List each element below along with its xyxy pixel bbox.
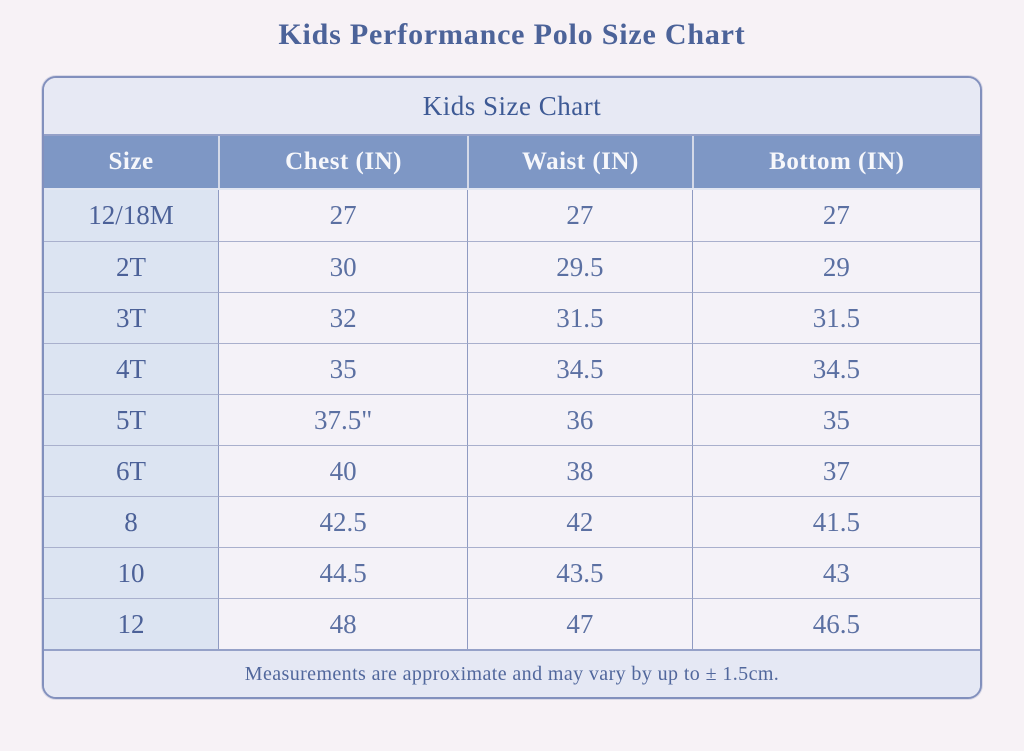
- column-header-chest: Chest (IN): [218, 136, 467, 188]
- size-cell: 12/18M: [44, 190, 219, 241]
- table-row: 2T 30 29.5 29: [44, 241, 980, 292]
- size-chart-table: Kids Size Chart Size Chest (IN) Waist (I…: [42, 76, 982, 699]
- chest-cell: 42.5: [218, 496, 468, 547]
- chest-cell: 44.5: [218, 547, 468, 598]
- waist-cell: 47: [467, 598, 692, 649]
- size-cell: 8: [44, 496, 219, 547]
- table-row: 8 42.5 42 41.5: [44, 496, 980, 547]
- size-cell: 6T: [44, 445, 219, 496]
- table-row: 3T 32 31.5 31.5: [44, 292, 980, 343]
- column-header-waist: Waist (IN): [467, 136, 692, 188]
- table-row: 12/18M 27 27 27: [44, 190, 980, 241]
- waist-cell: 36: [467, 394, 692, 445]
- waist-cell: 31.5: [467, 292, 692, 343]
- chest-cell: 48: [218, 598, 468, 649]
- bottom-cell: 29: [691, 241, 980, 292]
- table-caption: Kids Size Chart: [44, 78, 980, 136]
- bottom-cell: 43: [691, 547, 980, 598]
- waist-cell: 29.5: [467, 241, 692, 292]
- waist-cell: 38: [467, 445, 692, 496]
- bottom-cell: 34.5: [691, 343, 980, 394]
- size-cell: 2T: [44, 241, 219, 292]
- size-cell: 10: [44, 547, 219, 598]
- chest-cell: 40: [218, 445, 468, 496]
- column-header-size: Size: [108, 148, 154, 175]
- chest-cell: 37.5": [218, 394, 468, 445]
- bottom-cell: 31.5: [691, 292, 980, 343]
- bottom-cell: 27: [691, 190, 980, 241]
- chest-cell: 30: [218, 241, 468, 292]
- bottom-cell: 41.5: [691, 496, 980, 547]
- bottom-cell: 46.5: [691, 598, 980, 649]
- table-row: 12 48 47 46.5: [44, 598, 980, 649]
- waist-cell: 27: [467, 190, 692, 241]
- waist-cell: 43.5: [467, 547, 692, 598]
- size-cell: 3T: [44, 292, 219, 343]
- size-cell: 12: [44, 598, 219, 649]
- table-header-row: Size Chest (IN) Waist (IN) Bottom (IN): [44, 136, 980, 190]
- table-row: 10 44.5 43.5 43: [44, 547, 980, 598]
- size-cell: 5T: [44, 394, 219, 445]
- bottom-cell: 35: [691, 394, 980, 445]
- waist-cell: 34.5: [467, 343, 692, 394]
- size-cell: 4T: [44, 343, 219, 394]
- waist-cell: 42: [467, 496, 692, 547]
- chest-cell: 35: [218, 343, 468, 394]
- table-row: 4T 35 34.5 34.5: [44, 343, 980, 394]
- chest-cell: 32: [218, 292, 468, 343]
- chest-cell: 27: [218, 190, 468, 241]
- table-row: 6T 40 38 37: [44, 445, 980, 496]
- table-row: 5T 37.5" 36 35: [44, 394, 980, 445]
- table-footnote: Measurements are approximate and may var…: [44, 649, 980, 697]
- page-title: Kids Performance Polo Size Chart: [278, 18, 746, 51]
- bottom-cell: 37: [691, 445, 980, 496]
- column-header-bottom: Bottom (IN): [691, 136, 980, 188]
